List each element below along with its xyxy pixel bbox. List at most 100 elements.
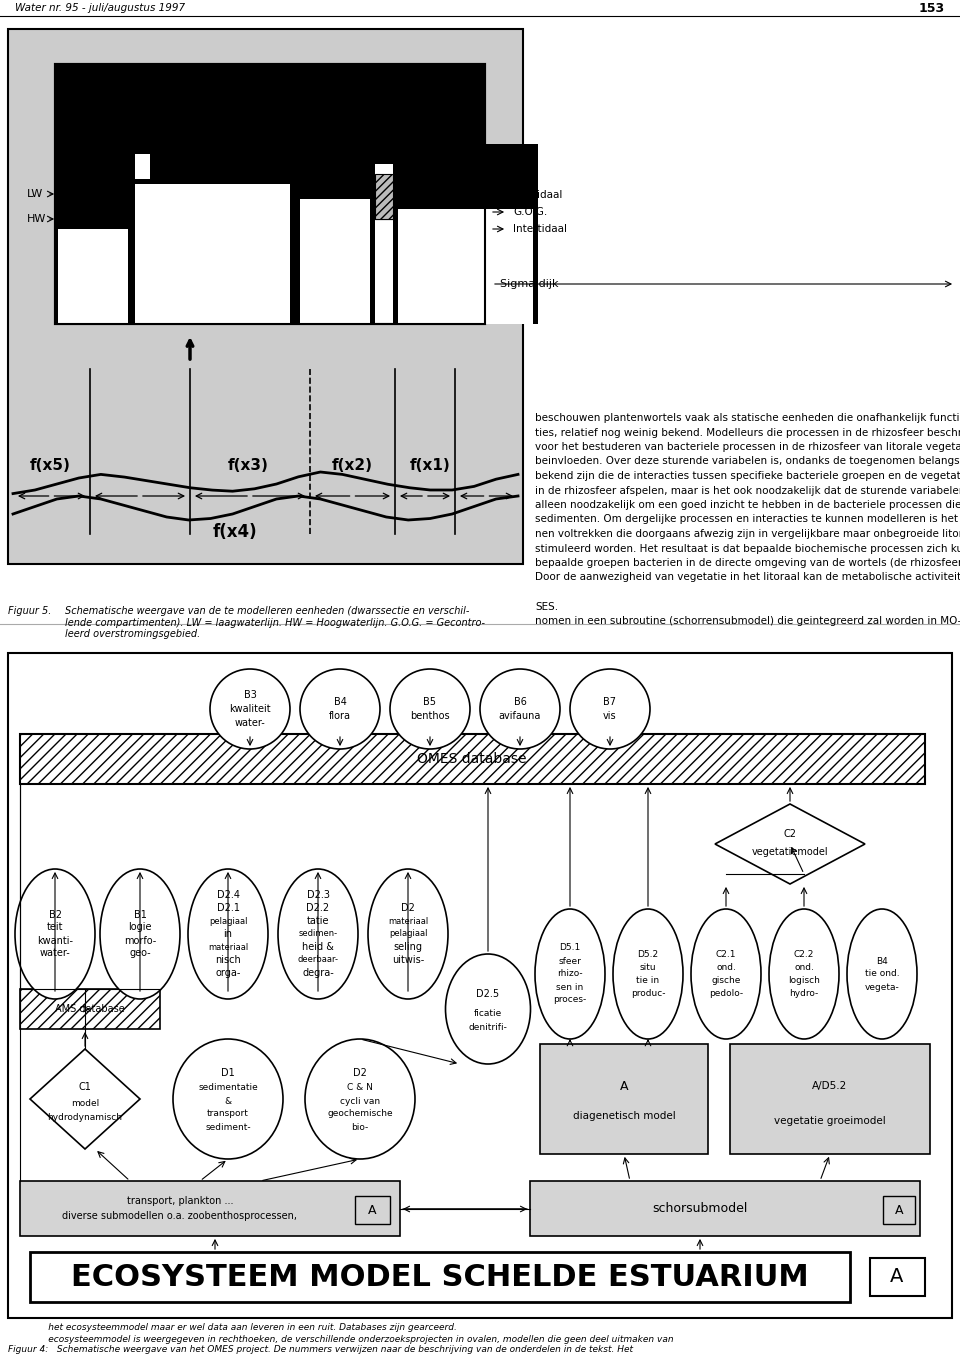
Text: hydrodynamisch: hydrodynamisch (47, 1113, 123, 1121)
Text: pelagiaal: pelagiaal (208, 917, 248, 926)
Text: materiaal: materiaal (388, 917, 428, 926)
Text: kwanti-: kwanti- (37, 936, 73, 945)
Bar (135, 184, 290, 325)
Text: C2.2: C2.2 (794, 949, 814, 959)
Text: f(x1): f(x1) (410, 458, 450, 473)
Text: ond.: ond. (716, 963, 736, 973)
Text: uitwis-: uitwis- (392, 955, 424, 964)
Ellipse shape (210, 668, 290, 749)
Ellipse shape (173, 1039, 283, 1159)
Text: flora: flora (329, 711, 351, 722)
Text: heid &: heid & (302, 943, 334, 952)
Bar (20, 734, 925, 784)
Bar (130, 145, 295, 325)
Text: denitrifi-: denitrifi- (468, 1023, 508, 1031)
Text: A: A (620, 1079, 628, 1093)
Bar (530, 1181, 920, 1236)
Polygon shape (30, 1049, 140, 1148)
Text: A: A (890, 1267, 903, 1286)
Text: D2: D2 (353, 1068, 367, 1078)
Ellipse shape (368, 869, 448, 998)
Bar (55, 64, 485, 164)
Text: vegetatie groeimodel: vegetatie groeimodel (774, 1116, 886, 1127)
Bar (375, 175, 393, 220)
Text: OMES database: OMES database (418, 752, 527, 767)
Text: vis: vis (603, 711, 617, 722)
Polygon shape (715, 803, 865, 884)
Text: tatie: tatie (307, 917, 329, 926)
Text: Figuur 4:   Schematische weergave van het OMES project. De nummers verwijzen naa: Figuur 4: Schematische weergave van het … (8, 1345, 633, 1354)
Text: vegetatiemodel: vegetatiemodel (752, 847, 828, 857)
Ellipse shape (300, 668, 380, 749)
Text: bio-: bio- (351, 1123, 369, 1132)
Text: orga-: orga- (215, 968, 241, 978)
Ellipse shape (390, 668, 470, 749)
Text: LW: LW (27, 190, 43, 199)
Text: C1: C1 (79, 1082, 91, 1093)
Text: nomen in een subroutine (schorrensubmodel) die geintegreerd zal worden in MO-: nomen in een subroutine (schorrensubmode… (535, 617, 960, 626)
Text: Subtidaal: Subtidaal (513, 190, 563, 201)
Bar (55, 64, 485, 325)
Text: ecosysteemmodel is weergegeven in rechthoeken, de verschillende onderzoeksprojec: ecosysteemmodel is weergegeven in rechth… (8, 1334, 674, 1344)
Text: Figuur 5.: Figuur 5. (8, 606, 52, 617)
Text: C & N: C & N (348, 1083, 372, 1093)
Text: kwaliteit: kwaliteit (229, 704, 271, 713)
Bar (300, 199, 370, 325)
Text: hydro-: hydro- (789, 989, 819, 998)
Text: water-: water- (39, 948, 70, 959)
Bar (135, 154, 150, 179)
Text: tie in: tie in (636, 977, 660, 985)
Ellipse shape (570, 668, 650, 749)
Text: pelagiaal: pelagiaal (389, 929, 427, 938)
Ellipse shape (445, 953, 531, 1064)
Text: SES.: SES. (535, 602, 558, 611)
Text: stimuleerd worden. Het resultaat is dat bepaalde biochemische processen zich kun: stimuleerd worden. Het resultaat is dat … (535, 543, 960, 554)
Text: schorsubmodel: schorsubmodel (652, 1203, 748, 1215)
Text: sen in: sen in (557, 982, 584, 992)
Text: A: A (368, 1203, 376, 1217)
Ellipse shape (691, 908, 761, 1039)
Text: AMS database: AMS database (55, 1004, 125, 1013)
Text: ond.: ond. (794, 963, 814, 973)
Text: f(x4): f(x4) (213, 522, 257, 542)
Bar (730, 1043, 930, 1154)
Text: transport: transport (207, 1109, 249, 1118)
Text: produc-: produc- (631, 989, 665, 998)
Text: bekend zijn die de interacties tussen specifieke bacteriele groepen en de vegeta: bekend zijn die de interacties tussen sp… (535, 471, 960, 481)
Text: in de rhizosfeer afspelen, maar is het ook noodzakelijk dat de sturende variabel: in de rhizosfeer afspelen, maar is het o… (535, 486, 960, 495)
Text: benthos: benthos (410, 711, 450, 722)
Text: nen voltrekken die doorgaans afwezig zijn in vergelijkbare maar onbegroeide lito: nen voltrekken die doorgaans afwezig zij… (535, 529, 960, 539)
Text: materiaal: materiaal (208, 943, 248, 952)
Text: 153: 153 (919, 1, 945, 15)
Text: B5: B5 (423, 697, 437, 707)
Text: pedolo-: pedolo- (708, 989, 743, 998)
Ellipse shape (535, 908, 605, 1039)
Text: tie ond.: tie ond. (865, 970, 900, 978)
Bar (58, 229, 128, 325)
Ellipse shape (480, 668, 560, 749)
Text: model: model (71, 1099, 99, 1109)
Text: diverse submodellen o.a. zoobenthosprocessen,: diverse submodellen o.a. zoobenthosproce… (62, 1211, 298, 1221)
Text: situ: situ (639, 963, 657, 973)
Bar (393, 145, 538, 325)
Text: Schematische weergave van de te modelleren eenheden (dwarssectie en verschil-
le: Schematische weergave van de te modeller… (65, 606, 485, 640)
Text: Pelagiaal: Pelagiaal (181, 138, 238, 150)
Text: beinvloeden. Over deze sturende variabelen is, ondanks de toegenomen belangstell: beinvloeden. Over deze sturende variabel… (535, 457, 960, 466)
Text: f(x5): f(x5) (30, 458, 70, 473)
Text: D2.5: D2.5 (476, 989, 499, 998)
Text: B4: B4 (876, 956, 888, 966)
Ellipse shape (305, 1039, 415, 1159)
Text: rhizo-: rhizo- (557, 970, 583, 978)
Text: Intertidaal: Intertidaal (513, 224, 567, 235)
Bar (20, 989, 160, 1028)
Text: f(x3): f(x3) (228, 458, 269, 473)
Text: A: A (895, 1203, 903, 1217)
Bar (130, 145, 155, 175)
Text: bepaalde groepen bacterien in de directe omgeving van de wortels (de rhizosfeer): bepaalde groepen bacterien in de directe… (535, 558, 960, 567)
Text: ECOSYSTEEM MODEL SCHELDE ESTUARIUM: ECOSYSTEEM MODEL SCHELDE ESTUARIUM (71, 1263, 809, 1292)
Text: cycli van: cycli van (340, 1097, 380, 1105)
Text: voor het bestuderen van bacteriele processen in de rhizosfeer van litorale veget: voor het bestuderen van bacteriele proce… (535, 442, 960, 451)
Bar (8, 653, 952, 1318)
Ellipse shape (100, 869, 180, 998)
Text: transport, plankton ...: transport, plankton ... (127, 1196, 233, 1206)
